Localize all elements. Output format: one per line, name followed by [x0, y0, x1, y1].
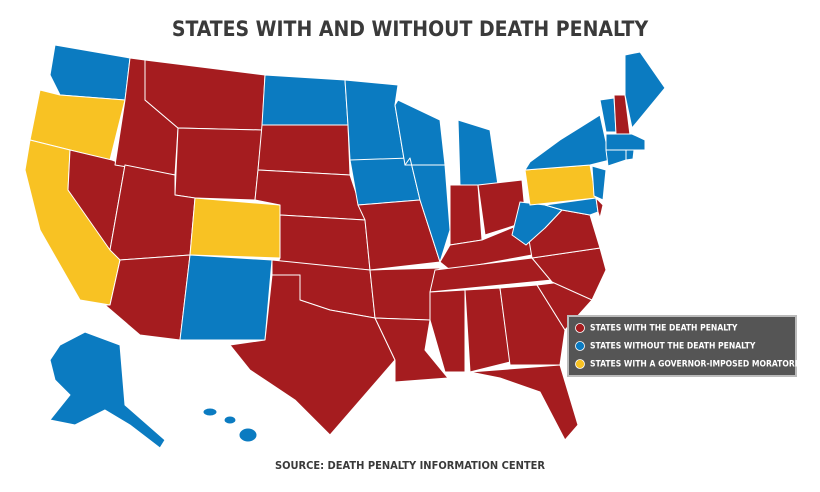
legend-swatch — [575, 341, 585, 351]
legend-label: STATES WITHOUT THE DEATH PENALTY — [590, 342, 756, 352]
state — [29, 89, 126, 161]
state — [344, 79, 406, 166]
legend-box — [567, 315, 797, 377]
state — [469, 364, 579, 441]
state — [202, 407, 218, 417]
state — [605, 149, 627, 167]
legend: STATES WITH THE DEATH PENALTY STATES WITH… — [567, 315, 811, 377]
state — [223, 415, 237, 425]
state — [595, 197, 604, 219]
legend-swatch — [575, 323, 585, 333]
state — [179, 254, 273, 341]
legend-swatch — [575, 359, 585, 369]
state — [605, 133, 646, 151]
state — [189, 197, 281, 259]
source: SOURCE: DEATH PENALTY INFORMATION CENTER — [275, 459, 545, 472]
state — [624, 51, 666, 129]
state — [449, 184, 483, 246]
state — [49, 44, 131, 101]
state — [457, 119, 499, 186]
state — [357, 199, 441, 271]
state — [524, 114, 611, 171]
state — [238, 427, 258, 443]
state — [429, 289, 466, 373]
state — [174, 127, 263, 201]
state — [625, 149, 635, 161]
state — [499, 284, 566, 366]
us-map — [24, 44, 666, 449]
state — [261, 74, 349, 126]
state — [257, 124, 351, 176]
title: STATES WITH AND WITHOUT DEATH PENALTY — [172, 17, 649, 41]
state — [591, 165, 607, 201]
state — [49, 331, 166, 449]
legend-label: STATES WITH A GOVERNOR-IMPOSED MORATORIU… — [590, 360, 811, 370]
state — [544, 197, 599, 216]
legend-label: STATES WITH THE DEATH PENALTY — [590, 324, 738, 334]
